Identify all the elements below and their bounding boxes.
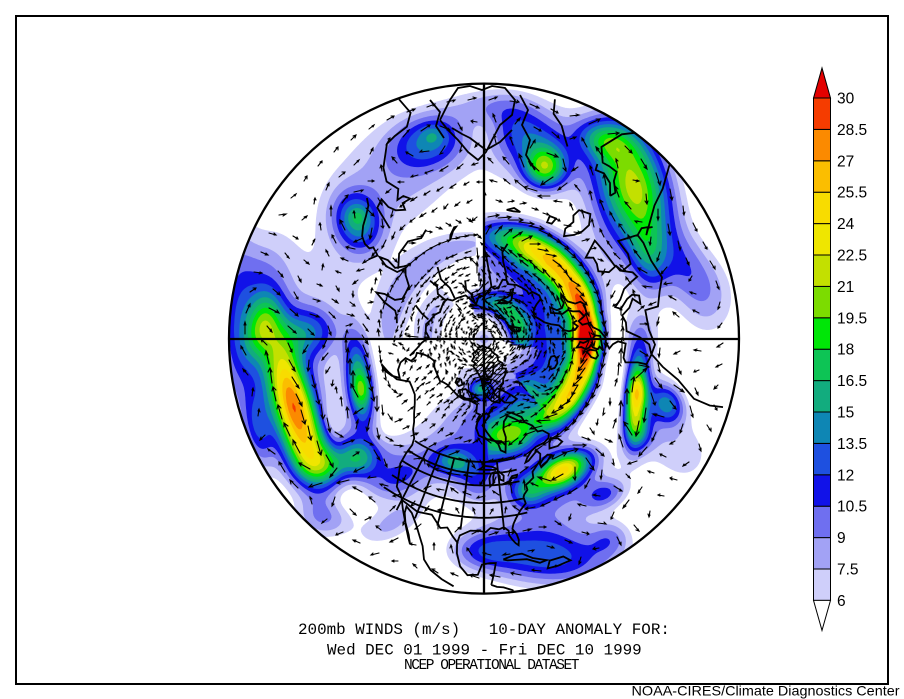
svg-text:30: 30 <box>837 91 855 108</box>
svg-text:15: 15 <box>837 405 854 422</box>
svg-text:7.5: 7.5 <box>837 562 859 579</box>
svg-text:21: 21 <box>837 279 854 296</box>
svg-text:10.5: 10.5 <box>837 499 867 516</box>
svg-text:16.5: 16.5 <box>837 373 867 390</box>
svg-text:12: 12 <box>837 467 854 484</box>
svg-text:25.5: 25.5 <box>837 185 867 202</box>
svg-text:24: 24 <box>837 216 855 233</box>
svg-text:28.5: 28.5 <box>837 122 867 139</box>
svg-text:NCEP OPERATIONAL DATASET: NCEP OPERATIONAL DATASET <box>404 658 580 674</box>
svg-text:18: 18 <box>837 342 854 359</box>
svg-text:NOAA-CIRES/Climate Diagnostics: NOAA-CIRES/Climate Diagnostics Center <box>632 683 900 699</box>
svg-text:13.5: 13.5 <box>837 436 867 453</box>
svg-text:27: 27 <box>837 153 854 170</box>
svg-text:19.5: 19.5 <box>837 310 867 327</box>
svg-text:9: 9 <box>837 530 846 547</box>
svg-text:200mb WINDS (m/s) 10-DAY ANO: 200mb WINDS (m/s) 10-DAY ANOMALY FOR: <box>298 621 670 639</box>
svg-text:6: 6 <box>837 593 846 610</box>
svg-text:22.5: 22.5 <box>837 248 867 265</box>
svg-text:Wed DEC 01 1999 - Fri DEC 10 1: Wed DEC 01 1999 - Fri DEC 10 1999 <box>327 642 642 660</box>
